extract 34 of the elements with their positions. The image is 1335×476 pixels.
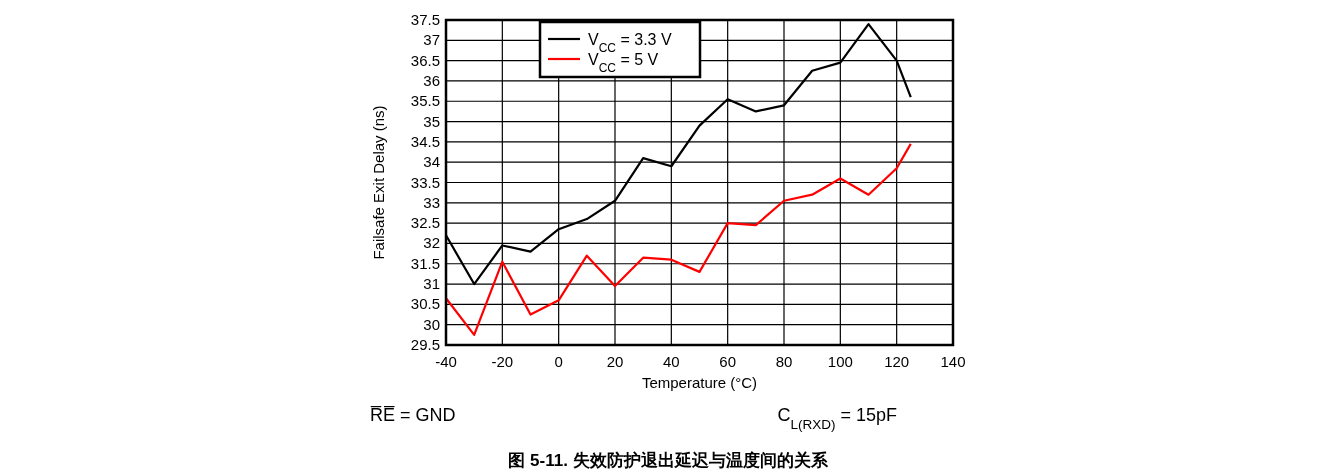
x-tick-label: 60	[719, 353, 737, 370]
text: C$_{L(RXD)}$ = 15pF	[777, 405, 897, 432]
y-tick-label: 29.5	[410, 336, 440, 353]
text: R̅E̅ = GND	[369, 405, 456, 425]
y-tick-label: 36.5	[410, 51, 440, 69]
x-axis-title: Temperature (°C)	[641, 374, 758, 391]
y-tick-label: 30.5	[410, 295, 440, 313]
x-tick-label: 140	[940, 353, 966, 370]
x-tick-label: -40	[435, 353, 457, 370]
y-tick-label: 32.5	[410, 214, 440, 232]
y-tick-label: 30	[423, 315, 440, 333]
x-tick-label: 120	[884, 353, 910, 370]
y-tick-label: 34	[423, 153, 440, 171]
y-tick-label: 33	[423, 193, 440, 211]
x-tick-label: -20	[491, 353, 514, 370]
y-tick-label: 36	[423, 71, 440, 89]
y-axis-title: Failsafe Exit Delay (ns)	[370, 105, 387, 260]
y-tick-label: 34.5	[410, 132, 440, 150]
x-tick-label: 0	[554, 353, 563, 370]
y-tick-label: 33.5	[410, 173, 440, 191]
x-tick-label: 100	[827, 353, 853, 370]
y-tick-label: 31.5	[410, 254, 440, 272]
y-tick-label: 32	[423, 234, 440, 252]
y-tick-label: 37	[423, 31, 440, 49]
y-tick-label: 37.5	[410, 11, 440, 28]
y-tick-label: 31	[423, 275, 440, 293]
text: 图 5-11. 失效防护退出延迟与温度间的关系	[508, 451, 829, 470]
x-tick-label: 80	[775, 353, 793, 370]
y-tick-label: 35.5	[410, 92, 440, 110]
x-tick-label: 40	[662, 353, 680, 370]
x-tick-label: 20	[606, 353, 624, 370]
line-series	[444, 142, 912, 336]
legend-label: V$_{CC}$ = 5 V	[588, 51, 659, 75]
y-tick-label: 35	[423, 112, 440, 130]
